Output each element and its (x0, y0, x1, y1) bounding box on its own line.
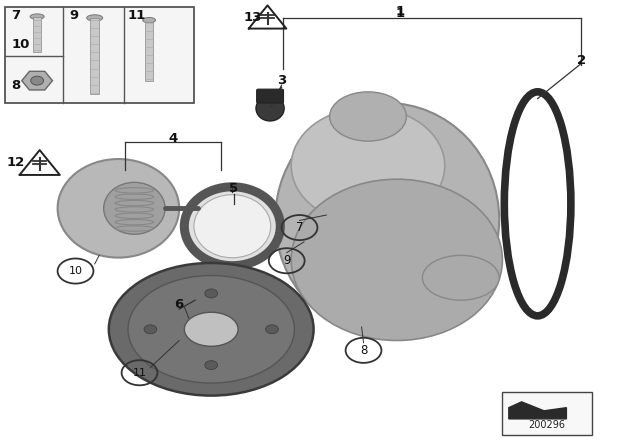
Ellipse shape (58, 159, 179, 258)
Text: 10: 10 (68, 266, 83, 276)
FancyBboxPatch shape (502, 392, 592, 435)
Text: 8: 8 (360, 344, 367, 357)
Text: 11: 11 (128, 9, 147, 22)
Text: 5: 5 (229, 181, 238, 195)
Ellipse shape (194, 195, 271, 258)
Text: 12: 12 (7, 156, 25, 169)
Ellipse shape (291, 108, 445, 224)
Ellipse shape (30, 14, 44, 19)
Text: 200296: 200296 (529, 420, 566, 430)
Ellipse shape (143, 17, 156, 23)
Circle shape (205, 289, 218, 298)
Text: 8: 8 (12, 78, 20, 92)
FancyBboxPatch shape (33, 17, 41, 52)
FancyBboxPatch shape (145, 22, 153, 81)
Ellipse shape (291, 179, 502, 340)
Text: 9: 9 (283, 254, 291, 267)
Ellipse shape (184, 312, 238, 346)
FancyBboxPatch shape (257, 89, 284, 103)
Ellipse shape (109, 263, 314, 396)
Text: 9: 9 (69, 9, 78, 22)
Ellipse shape (184, 187, 280, 266)
Ellipse shape (128, 276, 294, 383)
Circle shape (31, 76, 44, 85)
Text: 13: 13 (244, 11, 262, 25)
Text: 6: 6 (175, 298, 184, 311)
Ellipse shape (256, 96, 284, 121)
Text: 11: 11 (132, 368, 147, 378)
Ellipse shape (330, 92, 406, 141)
FancyBboxPatch shape (90, 18, 99, 94)
Polygon shape (509, 402, 566, 419)
Text: 3: 3 (277, 74, 286, 87)
Text: 7: 7 (296, 221, 303, 234)
Ellipse shape (422, 255, 499, 300)
Ellipse shape (104, 182, 165, 234)
Text: 1: 1 (396, 4, 404, 18)
Ellipse shape (87, 15, 102, 21)
Circle shape (144, 325, 157, 334)
Circle shape (205, 361, 218, 370)
Circle shape (266, 325, 278, 334)
Text: 4: 4 (168, 132, 177, 146)
Text: 1: 1 (396, 7, 404, 20)
Text: 2: 2 (577, 54, 586, 67)
Ellipse shape (275, 103, 499, 336)
Text: 7: 7 (12, 9, 20, 22)
FancyBboxPatch shape (5, 7, 194, 103)
Text: 10: 10 (12, 38, 30, 52)
